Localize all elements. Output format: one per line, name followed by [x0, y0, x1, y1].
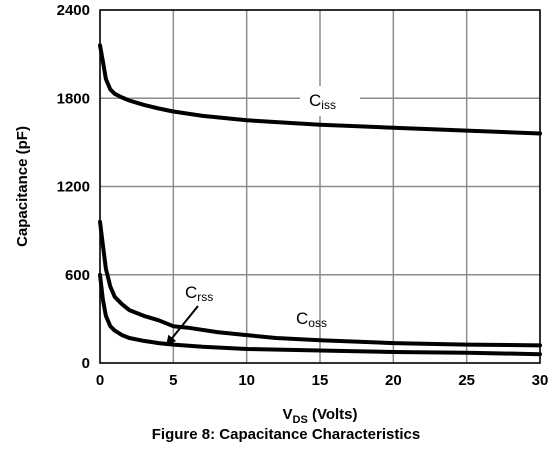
ciss-label-sub: iss: [321, 98, 336, 112]
tick-labels: 0 5 10 15 20 25 30 0 600 1200 1800 2400: [57, 2, 549, 389]
crss-label: Crss: [185, 283, 213, 304]
y-tick-label: 600: [65, 267, 90, 284]
y-tick-label: 2400: [57, 2, 90, 19]
x-axis-label-sub: DS: [293, 414, 308, 426]
coss-label: Coss: [296, 309, 327, 330]
crss-line: [98, 272, 542, 357]
x-tick-label: 15: [312, 372, 329, 389]
crss-label-sub: rss: [197, 290, 213, 304]
x-tick-label: 20: [385, 372, 402, 389]
figure-caption: Figure 8: Capacitance Characteristics: [152, 426, 420, 443]
ciss-line: [98, 43, 542, 136]
x-tick-label: 10: [238, 372, 255, 389]
x-axis-label-main: V: [282, 406, 292, 423]
x-tick-label: 5: [169, 372, 177, 389]
y-tick-label: 0: [82, 355, 90, 372]
grid: [99, 9, 541, 364]
ciss-label: Ciss: [309, 91, 336, 112]
ciss-label-main: C: [309, 91, 321, 110]
coss-label-sub: oss: [308, 316, 327, 330]
x-axis-label: VDS (Volts): [282, 406, 357, 426]
crss-label-main: C: [185, 283, 197, 302]
x-tick-label: 25: [458, 372, 475, 389]
coss-label-main: C: [296, 309, 308, 328]
x-tick-label: 0: [96, 372, 104, 389]
ciss-label-background: [300, 86, 360, 116]
y-tick-label: 1800: [57, 90, 90, 107]
x-tick-label: 30: [532, 372, 549, 389]
x-axis-label-rest: (Volts): [308, 406, 358, 423]
series-lines: [98, 43, 542, 357]
plot-frame: [99, 9, 541, 364]
y-axis-label: Capacitance (pF): [14, 126, 31, 247]
crss-arrowhead: [166, 334, 177, 346]
coss-line: [98, 219, 542, 348]
y-tick-label: 1200: [57, 179, 90, 196]
